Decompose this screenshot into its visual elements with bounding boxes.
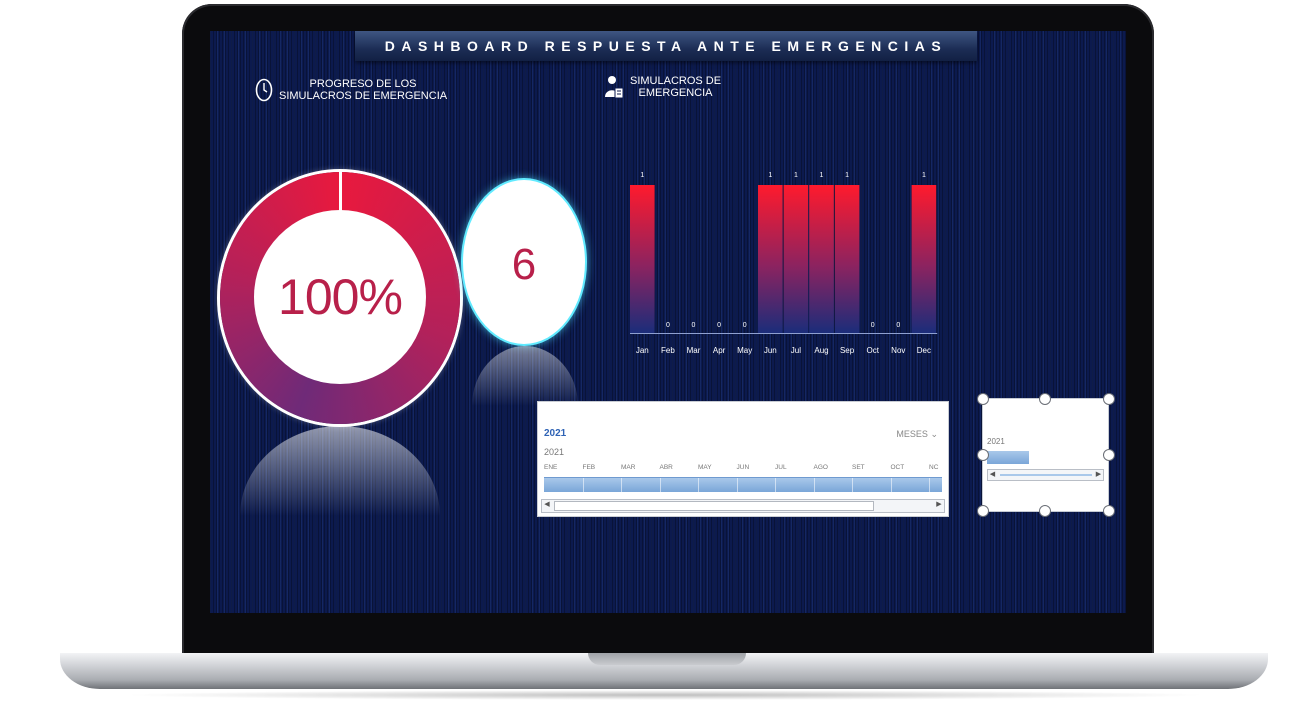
scroll-right-icon[interactable]: ▶ <box>936 501 942 508</box>
progress-donut: 100% <box>220 172 460 424</box>
timeline-month-jun[interactable]: JUN <box>736 464 750 471</box>
timeline-slicer[interactable]: 2021 2021 MESES ⌄ ENE FEB MAR ABR MAY JUN JUL A… <box>537 401 949 517</box>
donut-reflection <box>240 426 440 516</box>
laptop-hinge-notch <box>588 653 746 665</box>
data-label-feb: 0 <box>666 322 670 329</box>
bar-jan <box>630 185 655 333</box>
x-tick-sep: Sep <box>840 346 855 355</box>
resize-handle-top[interactable] <box>1039 393 1051 405</box>
x-tick-jul: Jul <box>791 346 801 355</box>
bar-jul <box>783 185 809 333</box>
resize-handle-right[interactable] <box>1103 449 1115 461</box>
year-slicer-selection[interactable] <box>987 451 1029 464</box>
laptop-shadow <box>120 690 1210 700</box>
person-with-clipboard-icon <box>605 76 624 99</box>
progress-header: PROGRESO DE LOS SIMULACROS DE EMERGENCIA <box>255 78 447 102</box>
scroll-right-icon[interactable]: ▶ <box>1095 471 1102 478</box>
x-tick-may: May <box>737 346 752 355</box>
x-tick-aug: Aug <box>814 346 828 355</box>
timeline-scrollbar[interactable]: ◀ ▶ <box>541 499 945 513</box>
data-label-oct: 0 <box>871 322 875 329</box>
bar-aug <box>809 185 834 333</box>
timeline-month-divider <box>929 478 930 492</box>
data-label-apr: 0 <box>717 322 721 329</box>
timeline-scroll-thumb[interactable] <box>554 501 874 511</box>
drill-count-bubble: 6 <box>463 180 585 344</box>
timeline-year-label: 2021 <box>544 428 567 439</box>
timeline-month-divider <box>736 478 738 492</box>
timeline-months: ENE FEB MAR ABR MAY JUN JUL AGO SET OCT NC <box>544 464 940 471</box>
resize-handle-top-right[interactable] <box>1103 393 1115 405</box>
timeline-month-set[interactable]: SET <box>852 464 865 471</box>
count-reflection <box>472 346 578 406</box>
drill-count-value: 6 <box>511 240 537 289</box>
x-tick-jun: Jun <box>764 346 777 355</box>
year-slicer[interactable]: 2021 ◀ ▶ <box>982 398 1109 512</box>
timeline-month-divider <box>659 478 661 492</box>
timeline-month-divider <box>621 478 622 492</box>
x-tick-jan: Jan <box>636 346 649 355</box>
year-slicer-track <box>1000 474 1092 476</box>
timeline-month-oct[interactable]: OCT <box>890 464 905 471</box>
x-tick-feb: Feb <box>661 346 675 355</box>
resize-handle-bottom-right[interactable] <box>1103 505 1115 517</box>
resize-handle-left[interactable] <box>977 449 989 461</box>
year-slicer-scrollbar[interactable]: ◀ ▶ <box>987 469 1104 481</box>
timeline-month-ene[interactable]: ENE <box>544 464 558 471</box>
timeline-month-divider <box>582 478 584 492</box>
timeline-month-jul[interactable]: JUL <box>775 464 787 471</box>
timeline-month-may[interactable]: MAY <box>698 464 712 471</box>
dashboard-title: DASHBOARD RESPUESTA ANTE EMERGENCIAS <box>355 31 977 61</box>
x-tick-dec: Dec <box>917 346 931 355</box>
bar-jun <box>758 185 783 333</box>
x-tick-nov: Nov <box>891 346 905 355</box>
progress-header-text: PROGRESO DE LOS SIMULACROS DE EMERGENCIA <box>279 78 448 102</box>
data-label-jun: 1 <box>768 172 772 179</box>
data-label-may: 0 <box>743 322 747 329</box>
data-label-nov: 0 <box>896 322 900 329</box>
drills-header-text: SIMULACROS DE EMERGENCIA <box>630 75 722 99</box>
progress-value: 100% <box>278 269 403 325</box>
donut-center: 100% <box>254 210 426 384</box>
donut-start-marker <box>339 172 342 212</box>
x-tick-oct: Oct <box>866 346 879 355</box>
data-label-aug: 1 <box>820 172 824 179</box>
timeline-month-nc[interactable]: NC <box>929 464 939 471</box>
timeline-month-mar[interactable]: MAR <box>621 464 636 471</box>
monthly-drills-chart: 1 Jan 0 Feb 0 Mar 0 Apr 0 May 1 Jun 1 Jul 1 Aug 1 Sep 0 Oct… <box>630 172 938 355</box>
timeline-month-ago[interactable]: AGO <box>813 464 828 471</box>
timeline-month-divider <box>775 478 776 492</box>
year-slicer-label: 2021 <box>987 437 1005 446</box>
bar-dec <box>911 185 937 333</box>
timeline-month-abr[interactable]: ABR <box>659 464 673 471</box>
timeline-year-row: 2021 <box>544 447 565 457</box>
timeline-month-divider <box>852 478 853 492</box>
timeline-month-feb[interactable]: FEB <box>582 464 596 471</box>
data-label-jan: 1 <box>640 172 644 179</box>
data-label-dec: 1 <box>922 172 926 179</box>
drills-header: SIMULACROS DE EMERGENCIA <box>604 75 721 99</box>
chevron-down-icon: ⌄ <box>930 429 938 439</box>
resize-handle-bottom-left[interactable] <box>977 505 989 517</box>
data-label-mar: 0 <box>692 322 696 329</box>
scroll-left-icon[interactable]: ◀ <box>544 501 550 508</box>
x-tick-mar: Mar <box>687 346 701 355</box>
timeline-month-divider <box>698 478 699 492</box>
resize-handle-bottom[interactable] <box>1039 505 1051 517</box>
timeline-selection-bar[interactable] <box>544 477 942 492</box>
data-label-sep: 1 <box>845 172 849 179</box>
timeline-level-dropdown[interactable]: MESES ⌄ <box>896 429 938 439</box>
x-tick-apr: Apr <box>713 346 726 355</box>
resize-handle-top-left[interactable] <box>977 393 989 405</box>
bar-sep <box>834 185 860 333</box>
timeline-month-divider <box>813 478 815 492</box>
scroll-left-icon[interactable]: ◀ <box>989 471 996 478</box>
clock-icon <box>255 78 273 102</box>
dashboard-screen: DASHBOARD RESPUESTA ANTE EMERGENCIAS PRO… <box>210 31 1126 613</box>
timeline-month-divider <box>890 478 892 492</box>
data-label-jul: 1 <box>794 172 798 179</box>
